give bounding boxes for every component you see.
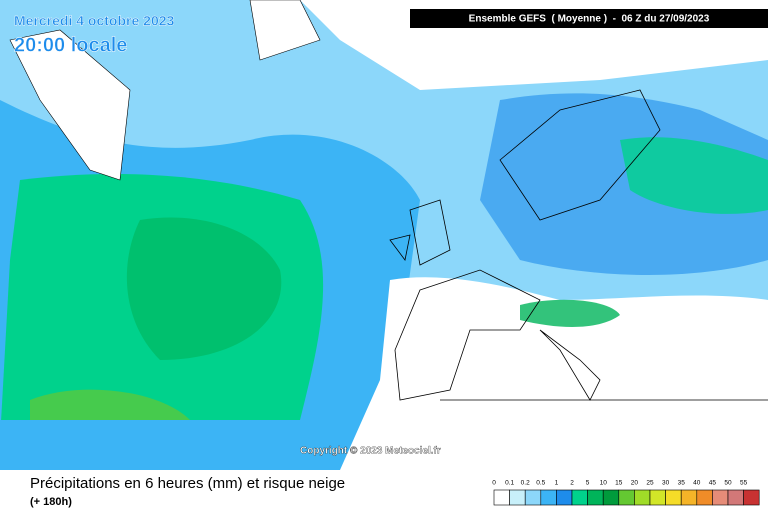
legend-swatch — [743, 489, 760, 506]
legend-label: 1 — [555, 480, 559, 487]
legend-label: 30 — [662, 480, 670, 487]
rain-area — [520, 299, 620, 327]
legend-label: 0.5 — [536, 480, 545, 487]
rain-area — [0, 420, 390, 470]
legend-label: 40 — [693, 480, 701, 487]
legend-label: 45 — [709, 480, 717, 487]
legend: 0 0.1 0.2 0.5 1 2 5 10 15 20 25 30 35 40 45 50 55 — [492, 480, 760, 506]
copyright: Copyright © 2023 Meteociel.fr — [300, 446, 441, 457]
legend-label: 20 — [631, 480, 639, 487]
legend-label: 2 — [570, 480, 574, 487]
rain-core — [126, 217, 282, 360]
legend-swatch — [634, 489, 651, 506]
valid-date: Mercredi 4 octobre 2023 — [14, 13, 175, 29]
legend-swatch — [556, 489, 573, 506]
header-bar — [410, 9, 768, 28]
legend-label: 0 — [492, 480, 496, 487]
coastlines — [389, 89, 768, 401]
legend-swatch — [587, 489, 604, 506]
legend-swatch — [571, 489, 588, 506]
model-run: Ensemble GEFS ( Moyenne ) - 06 Z du 27/0… — [469, 14, 710, 25]
legend-label: 55 — [740, 480, 748, 487]
legend-swatch — [727, 489, 744, 506]
legend-swatch — [649, 489, 666, 506]
legend-swatch — [665, 489, 682, 506]
legend-label: 15 — [615, 480, 623, 487]
lead-time: (+ 180h) — [30, 496, 72, 508]
legend-swatch — [540, 489, 557, 506]
legend-swatch — [712, 489, 729, 506]
map: Ensemble GEFS ( Moyenne ) - 06 Z du 27/0… — [0, 0, 768, 470]
greenland — [9, 0, 321, 181]
legend-swatch — [509, 489, 526, 506]
legend-label: 0.1 — [505, 480, 514, 487]
legend-label: 5 — [586, 480, 590, 487]
legend-label: 50 — [724, 480, 732, 487]
legend-swatch — [602, 489, 620, 506]
legend-label: 25 — [646, 480, 654, 487]
legend-label: 10 — [600, 480, 608, 487]
rain-area — [620, 137, 768, 214]
legend-swatch — [696, 489, 713, 506]
dry-south — [340, 277, 768, 470]
legend-swatch — [493, 489, 510, 506]
legend-label: 0.2 — [521, 480, 530, 487]
footer-title: Précipitations en 6 heures (mm) et risqu… — [30, 475, 345, 492]
legend-swatch — [524, 489, 542, 506]
rain-area — [480, 93, 768, 275]
legend-swatch — [618, 489, 635, 506]
valid-time: 20:00 locale — [14, 34, 127, 56]
legend-label: 35 — [678, 480, 686, 487]
legend-swatch — [680, 489, 698, 506]
